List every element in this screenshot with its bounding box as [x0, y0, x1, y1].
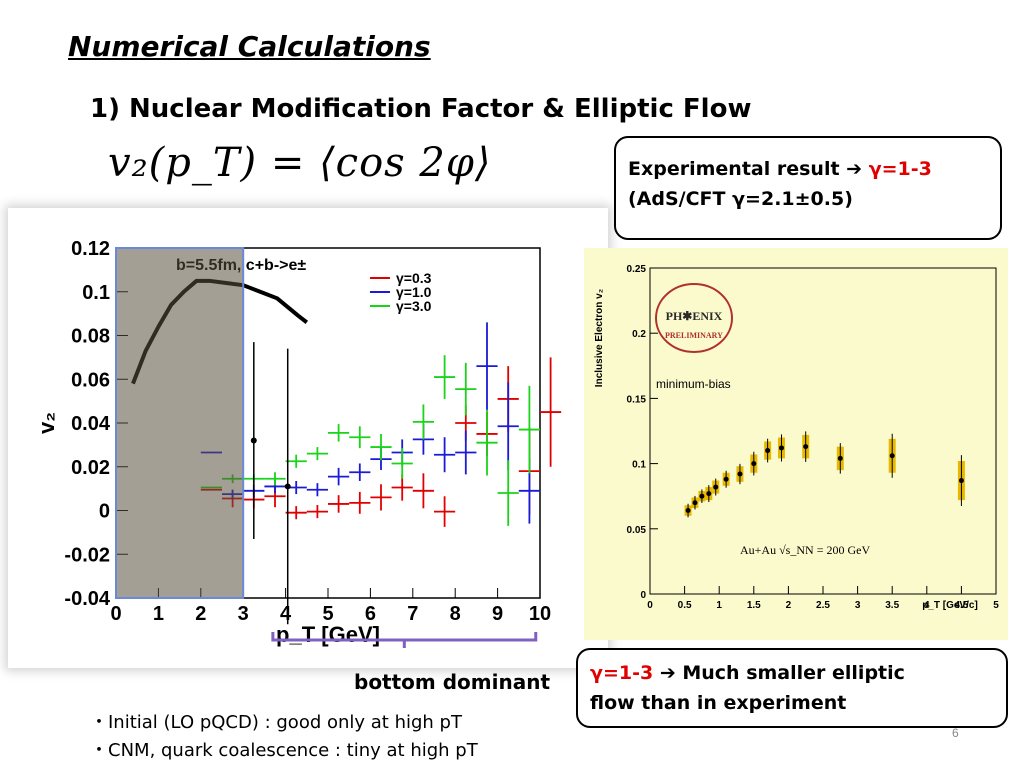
x-tick-label: 2.5	[816, 600, 830, 611]
phenix-data-chart-svg: 0 0.5 1 1.5 2 2.5 3 3.5 4 4.5 5 0.25 0.2 0.15 0.1 0.05 0…	[584, 248, 1008, 640]
x-tick-label: 9	[492, 603, 503, 625]
bottom-dominant-label: bottom dominant	[354, 670, 551, 694]
y-axis-label: v₂	[34, 412, 59, 434]
data-point	[685, 508, 691, 514]
y-tick-label: 0.05	[627, 525, 647, 536]
data-point	[713, 484, 719, 490]
y-tick-label: 0.2	[632, 329, 646, 340]
x-tick-label: 2	[786, 600, 792, 611]
y-tick-label: 0.12	[71, 238, 110, 260]
data-point	[699, 493, 705, 499]
y-tick-label: 0.08	[71, 326, 110, 348]
phenix-logo-icon	[655, 283, 733, 353]
x-tick-label: 0	[110, 603, 121, 625]
data-point	[889, 453, 895, 459]
y-tick-label: 0.1	[82, 282, 110, 304]
phenix-logo-text: PH✱ENIX	[666, 309, 723, 323]
x-tick-label: 10	[529, 603, 551, 625]
x-tick-label: 3.5	[885, 600, 899, 611]
slide-title: Numerical Calculations	[68, 30, 431, 63]
y-tick-label: -0.02	[64, 544, 110, 566]
v2-model-chart: 0 1 2 3 4 5 6 7 8 9 10 0.12 0.1 0.08 0.06 0.04 0.02 0 -0.0…	[8, 208, 608, 668]
data-point	[723, 476, 729, 482]
x-tick-label: 8	[450, 603, 461, 625]
system-label: Au+Au √s_NN = 200 GeV	[740, 543, 870, 557]
y-axis-label: Inclusive Electron v₂	[594, 289, 605, 387]
shaded-region	[115, 247, 245, 599]
y-tick-label: 0.25	[627, 264, 647, 275]
minimum-bias-label: minimum-bias	[656, 377, 731, 391]
y-tick-label: 0	[99, 501, 110, 523]
result-conclusion-box: γ=1-3 ➔ Much smaller elliptic flow than …	[576, 648, 1008, 728]
phenix-data-chart: 0 0.5 1 1.5 2 2.5 3 3.5 4 4.5 5 0.25 0.2 0.15 0.1 0.05 0…	[584, 248, 1008, 640]
data-point	[737, 471, 743, 477]
experimental-result-line1: Experimental result ➔ γ=1-3	[628, 154, 988, 184]
v2-formula: v₂(p_T) = ⟨cos 2φ⟩	[108, 140, 492, 186]
arrow-icon: ➔	[653, 662, 683, 684]
x-tick-label: 0.5	[678, 600, 692, 611]
x-tick-label: 3	[855, 600, 861, 611]
legend-label: γ=0.3	[396, 270, 432, 286]
y-tick-label: -0.04	[64, 588, 110, 610]
x-tick-label: 1	[716, 600, 722, 611]
x-tick-label: 6	[365, 603, 376, 625]
x-axis-label: p_T [GeV]	[276, 622, 380, 647]
data-point	[751, 461, 757, 467]
data-point	[803, 444, 809, 450]
y-tick-label: 0.06	[71, 369, 110, 391]
y-tick-label: 0.15	[627, 394, 647, 405]
phenix-preliminary-text: PRELIMINARY	[665, 331, 723, 340]
x-tick-label: 1.5	[747, 600, 761, 611]
ads-cft-value: (AdS/CFT γ=2.1±0.5)	[628, 188, 853, 210]
data-point	[837, 455, 843, 461]
y-tick-label: 0.04	[71, 413, 111, 435]
experimental-result-text: Experimental result	[628, 158, 847, 180]
result-text-2: flow than in experiment	[590, 692, 847, 714]
x-tick-label: 5	[322, 603, 333, 625]
x-tick-label: 1	[153, 603, 164, 625]
x-tick-label: 7	[407, 603, 418, 625]
arrow-icon: ➔	[846, 158, 863, 180]
chart-background	[584, 248, 1008, 640]
slide-subtitle: 1) Nuclear Modification Factor & Ellipti…	[90, 94, 752, 124]
experimental-result-box: Experimental result ➔ γ=1-3 (AdS/CFT γ=2…	[614, 136, 1002, 240]
bottom-dominant-bracket	[271, 632, 538, 648]
x-tick-label: 4.5	[954, 600, 968, 611]
v2-model-chart-svg: 0 1 2 3 4 5 6 7 8 9 100.120.10.080.060.040.020-0.0…	[34, 238, 562, 648]
result-line1: γ=1-3 ➔ Much smaller elliptic	[590, 658, 994, 688]
x-tick-label: 4	[924, 600, 930, 611]
bullet-initial-lo-pqcd: ・Initial (LO pQCD) : good only at high p…	[90, 712, 462, 733]
page-number: 6	[952, 726, 959, 740]
legend-label: γ=1.0	[396, 284, 432, 300]
y-tick-label: 0.02	[71, 457, 110, 479]
result-text-1: Much smaller elliptic	[682, 662, 905, 684]
x-tick-label: 5	[993, 600, 999, 611]
x-tick-label: 4	[280, 603, 292, 625]
legend-label: γ=3.0	[396, 298, 432, 314]
result-gamma-value: γ=1-3	[590, 662, 654, 684]
y-tick-label: 0.1	[632, 460, 646, 471]
experimental-result-value: γ=1-3	[862, 158, 932, 180]
bullet-cnm-coalescence: ・CNM, quark coalescence : tiny at high p…	[90, 740, 478, 761]
x-axis-label: p_T [GeV/c]	[922, 600, 978, 611]
data-point	[958, 478, 964, 484]
data-point	[284, 483, 291, 490]
x-tick-label: 0	[647, 600, 653, 611]
data-point	[765, 448, 771, 454]
data-point	[706, 491, 712, 497]
x-tick-label: 3	[238, 603, 249, 625]
data-point	[692, 500, 698, 506]
x-tick-label: 2	[195, 603, 206, 625]
data-point	[778, 445, 784, 451]
data-point	[250, 437, 257, 444]
y-tick-label: 0	[640, 590, 646, 601]
